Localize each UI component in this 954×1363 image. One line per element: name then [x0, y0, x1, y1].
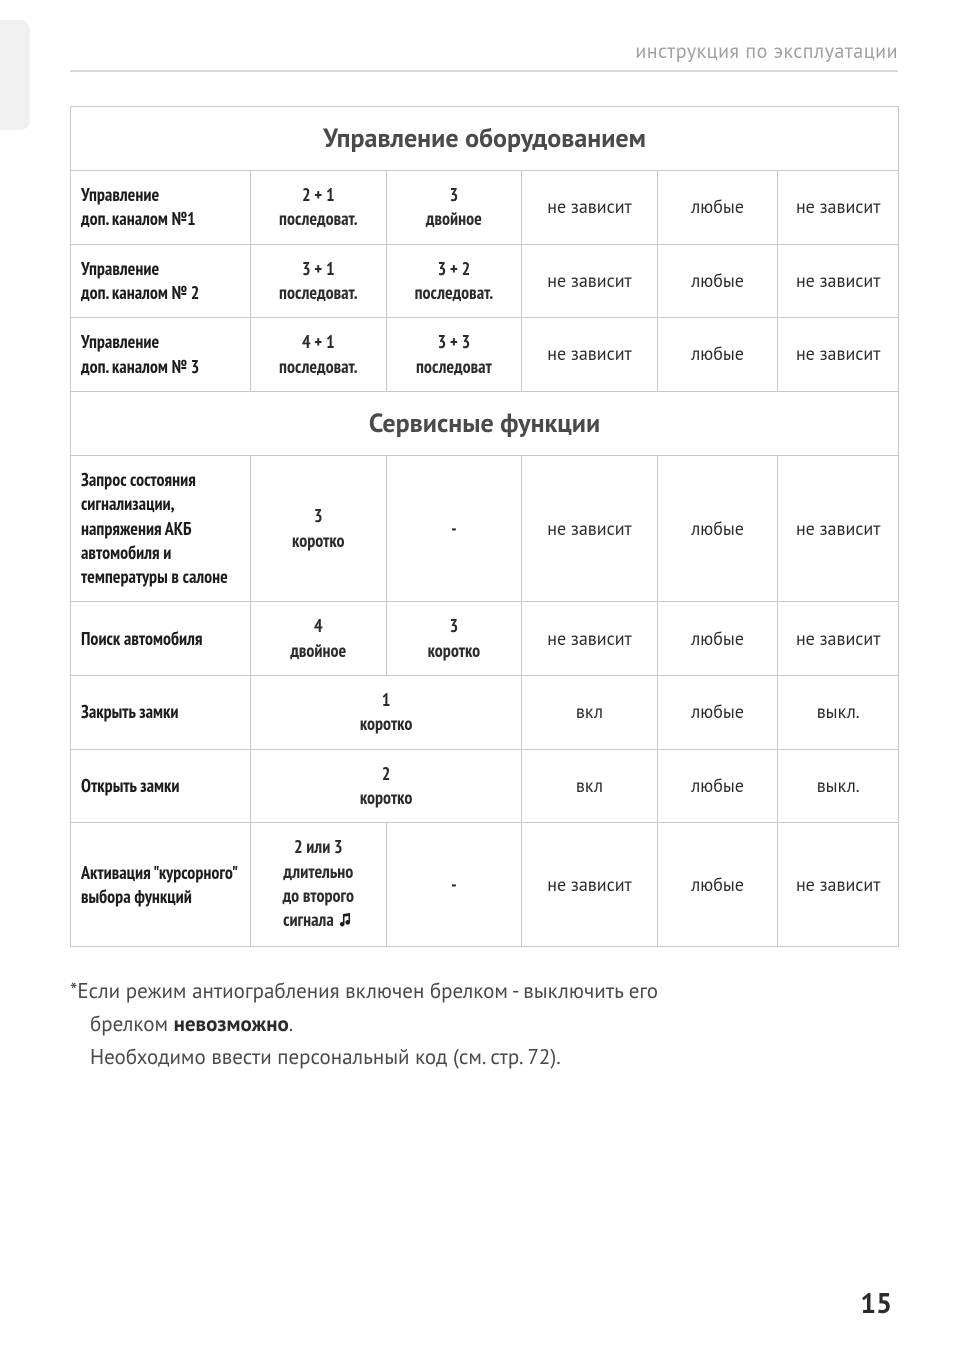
- table-cell: не зависит: [778, 455, 899, 601]
- section-header-row: Управление оборудованием: [71, 107, 899, 171]
- side-tab: [0, 20, 30, 130]
- table-row: Поиск автомобиля4двойное3коротконе завис…: [71, 602, 899, 676]
- functions-table: Управление оборудованиемУправлениедоп. к…: [70, 106, 899, 947]
- table-cell: Активация "курсорного" выбора функций: [71, 823, 251, 947]
- table-cell: любые: [657, 318, 778, 392]
- table-cell: не зависит: [778, 244, 899, 318]
- table-cell: не зависит: [778, 318, 899, 392]
- table-cell: -: [386, 823, 522, 947]
- table-cell: вкл: [522, 749, 658, 823]
- table-cell: Открыть замки: [71, 749, 251, 823]
- table-cell: не зависит: [778, 171, 899, 245]
- music-note-icon: [337, 910, 353, 934]
- table-cell: любые: [657, 749, 778, 823]
- section-header: Управление оборудованием: [71, 107, 899, 171]
- table-cell: любые: [657, 171, 778, 245]
- header-text: инструкция по эксплуатации: [70, 38, 898, 64]
- table-cell: 3 + 1последоват.: [251, 244, 387, 318]
- table-cell: не зависит: [522, 318, 658, 392]
- footnote-line1: *Если режим антиограбления включен брелк…: [70, 977, 658, 1004]
- table-cell: вкл: [522, 676, 658, 750]
- table-cell: 2 или 3длительнодо второгосигнала: [251, 823, 387, 947]
- table-cell: 2коротко: [251, 749, 522, 823]
- table-cell: любые: [657, 602, 778, 676]
- table-row: Управлениедоп. каналом №12 + 1последоват…: [71, 171, 899, 245]
- table-cell: любые: [657, 676, 778, 750]
- table-cell: Управлениедоп. каналом № 3: [71, 318, 251, 392]
- table-cell: 3коротко: [251, 455, 387, 601]
- table-cell: Управлениедоп. каналом № 2: [71, 244, 251, 318]
- table-cell: 3двойное: [386, 171, 522, 245]
- footnote-line2-pre: брелком: [90, 1010, 174, 1037]
- table-cell: 4двойное: [251, 602, 387, 676]
- table-cell: любые: [657, 244, 778, 318]
- footnote-line2-post: .: [289, 1010, 294, 1037]
- table-cell: -: [386, 455, 522, 601]
- table-cell: не зависит: [522, 455, 658, 601]
- table-cell: 3 + 2последоват.: [386, 244, 522, 318]
- page-number: 15: [860, 1284, 892, 1321]
- table-cell: Запрос состояния сигнализации, напряжени…: [71, 455, 251, 601]
- table-row: Управлениедоп. каналом № 34 + 1последова…: [71, 318, 899, 392]
- footnote: *Если режим антиограбления включен брелк…: [70, 975, 898, 1073]
- table-cell: 3 + 3последоват: [386, 318, 522, 392]
- table-cell: любые: [657, 823, 778, 947]
- table-cell: любые: [657, 455, 778, 601]
- table-row: Запрос состояния сигнализации, напряжени…: [71, 455, 899, 601]
- table-row: Управлениедоп. каналом № 23 + 1последова…: [71, 244, 899, 318]
- table-cell: не зависит: [778, 823, 899, 947]
- table-cell: 4 + 1последоват.: [251, 318, 387, 392]
- table-cell: Закрыть замки: [71, 676, 251, 750]
- header-rule: [70, 70, 898, 72]
- table-cell: Поиск автомобиля: [71, 602, 251, 676]
- table-row: Закрыть замки1коротковкллюбыевыкл.: [71, 676, 899, 750]
- section-header: Сервисные функции: [71, 391, 899, 455]
- table-cell: 3коротко: [386, 602, 522, 676]
- table-cell: не зависит: [522, 171, 658, 245]
- section-header-row: Сервисные функции: [71, 391, 899, 455]
- table-cell: 2 + 1последоват.: [251, 171, 387, 245]
- table-cell: Управлениедоп. каналом №1: [71, 171, 251, 245]
- table-cell: не зависит: [522, 823, 658, 947]
- table-cell: не зависит: [778, 602, 899, 676]
- table-row: Открыть замки2коротковкллюбыевыкл.: [71, 749, 899, 823]
- footnote-line3: Необходимо ввести персональный код (см. …: [70, 1041, 898, 1074]
- table-cell: выкл.: [778, 676, 899, 750]
- table-row: Активация "курсорного" выбора функций2 и…: [71, 823, 899, 947]
- table-cell: выкл.: [778, 749, 899, 823]
- table-cell: не зависит: [522, 244, 658, 318]
- table-cell: 1коротко: [251, 676, 522, 750]
- table-cell: не зависит: [522, 602, 658, 676]
- footnote-bold: невозможно: [174, 1010, 289, 1037]
